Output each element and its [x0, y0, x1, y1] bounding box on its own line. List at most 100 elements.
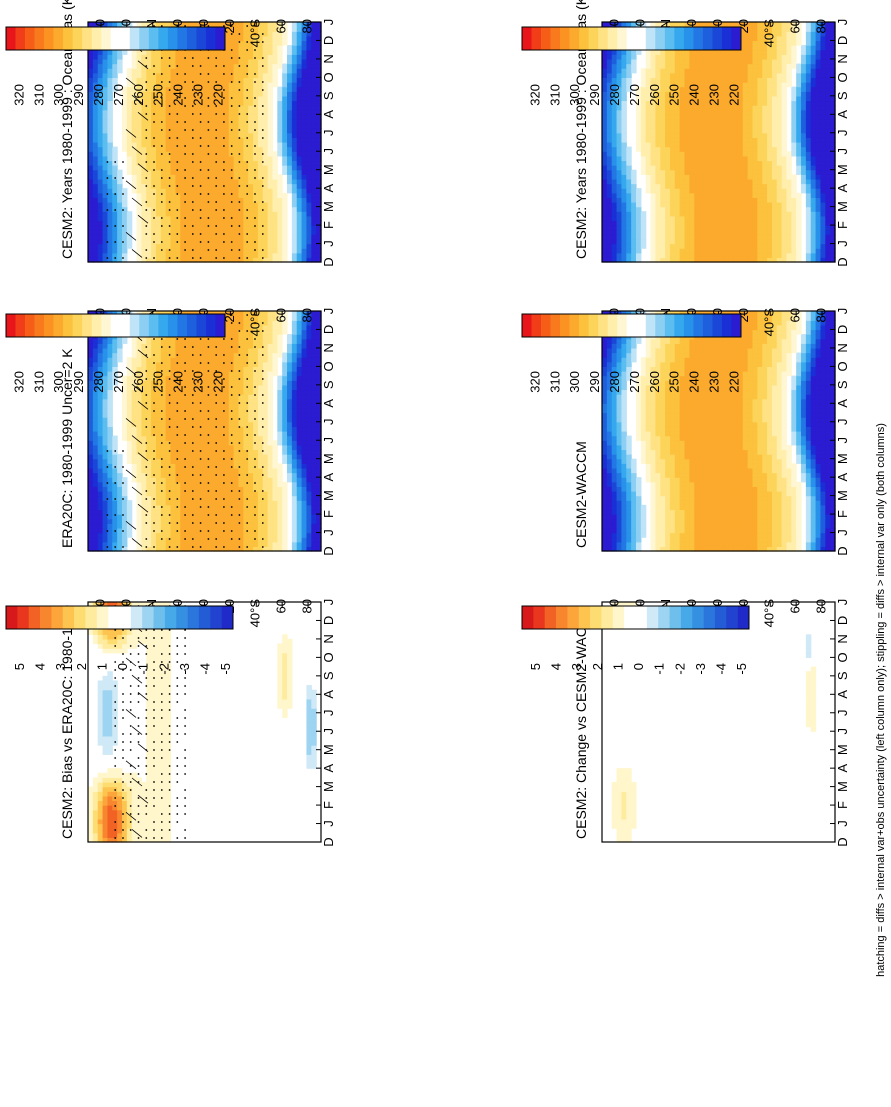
- heatmap-cell: [268, 114, 273, 119]
- heatmap-cell: [112, 244, 117, 249]
- heatmap-cell: [248, 211, 253, 216]
- stipple-dot: [239, 161, 241, 163]
- heatmap-cell: [306, 137, 311, 142]
- heatmap-cell: [694, 137, 699, 142]
- heatmap-cell: [602, 207, 607, 212]
- heatmap-cell: [816, 184, 821, 189]
- heatmap-cell: [151, 220, 156, 225]
- heatmap-cell: [772, 73, 777, 78]
- heatmap-cell: [806, 96, 811, 101]
- heatmap-cell: [767, 165, 772, 170]
- heatmap-cell: [680, 77, 685, 82]
- heatmap-cell: [689, 165, 694, 170]
- heatmap-cell: [132, 64, 137, 69]
- heatmap-cell: [772, 234, 777, 239]
- heatmap-cell: [302, 110, 307, 115]
- heatmap-cell: [93, 133, 98, 138]
- heatmap-cell: [161, 137, 166, 142]
- heatmap-cell: [195, 54, 200, 59]
- heatmap-cell: [98, 156, 103, 161]
- heatmap-cell: [277, 64, 282, 69]
- heatmap-cell: [243, 68, 248, 73]
- heatmap-cell: [127, 170, 132, 175]
- stipple-dot: [215, 225, 217, 227]
- heatmap-cell: [166, 174, 171, 179]
- heatmap-cell: [234, 170, 239, 175]
- heatmap-cell: [141, 211, 146, 216]
- stipple-dot: [239, 129, 241, 131]
- heatmap-cell: [738, 244, 743, 249]
- heatmap-cell: [612, 68, 617, 73]
- heatmap-cell: [103, 64, 108, 69]
- heatmap-cell: [714, 151, 719, 156]
- heatmap-cell: [723, 220, 728, 225]
- heatmap-cell: [709, 202, 714, 207]
- heatmap-cell: [200, 77, 205, 82]
- heatmap-cell: [607, 225, 612, 230]
- heatmap-cell: [297, 68, 302, 73]
- heatmap-cell: [277, 202, 282, 207]
- heatmap-cell: [132, 151, 137, 156]
- heatmap-cell: [98, 207, 103, 212]
- heatmap-cell: [743, 147, 748, 152]
- heatmap-cell: [180, 68, 185, 73]
- stipple-dot: [200, 209, 202, 211]
- heatmap-cell: [738, 165, 743, 170]
- heatmap-cell: [714, 124, 719, 129]
- heatmap-cell: [88, 124, 93, 129]
- heatmap-cell: [757, 170, 762, 175]
- heatmap-cell: [675, 202, 680, 207]
- colorbar-swatch: [16, 27, 26, 50]
- heatmap-cell: [107, 253, 112, 258]
- heatmap-cell: [621, 54, 626, 59]
- heatmap-cell: [263, 96, 268, 101]
- heatmap-cell: [621, 114, 626, 119]
- heatmap-cell: [728, 119, 733, 124]
- heatmap-cell: [704, 230, 709, 235]
- heatmap-cell: [306, 248, 311, 253]
- heatmap-cell: [272, 207, 277, 212]
- heatmap-cell: [748, 197, 753, 202]
- heatmap-cell: [602, 54, 607, 59]
- stipple-dot: [176, 137, 178, 139]
- heatmap-cell: [782, 87, 787, 92]
- heatmap-cell: [306, 73, 311, 78]
- heatmap-cell: [680, 244, 685, 249]
- heatmap-cell: [675, 147, 680, 152]
- heatmap-cell: [277, 100, 282, 105]
- heatmap-cell: [777, 82, 782, 87]
- heatmap-cell: [685, 137, 690, 142]
- stipple-dot: [200, 113, 202, 115]
- heatmap-cell: [651, 133, 656, 138]
- heatmap-cell: [728, 114, 733, 119]
- heatmap-cell: [132, 156, 137, 161]
- heatmap-cell: [156, 110, 161, 115]
- heatmap-cell: [801, 188, 806, 193]
- heatmap-cell: [263, 36, 268, 41]
- heatmap-cell: [689, 114, 694, 119]
- heatmap-cell: [782, 91, 787, 96]
- heatmap-cell: [107, 124, 112, 129]
- heatmap-cell: [777, 188, 782, 193]
- heatmap-cell: [185, 244, 190, 249]
- heatmap-cell: [733, 170, 738, 175]
- heatmap-cell: [268, 45, 273, 50]
- heatmap-cell: [253, 160, 258, 165]
- heatmap-cell: [107, 137, 112, 142]
- heatmap-cell: [786, 211, 791, 216]
- stipple-dot: [231, 153, 233, 155]
- heatmap-cell: [801, 114, 806, 119]
- heatmap-cell: [166, 202, 171, 207]
- heatmap-cell: [607, 248, 612, 253]
- heatmap-cell: [723, 128, 728, 133]
- heatmap-cell: [631, 239, 636, 244]
- heatmap-cell: [268, 225, 273, 230]
- colorbar-swatch: [35, 27, 45, 50]
- heatmap-cell: [127, 147, 132, 152]
- heatmap-cell: [253, 137, 258, 142]
- heatmap-cell: [689, 68, 694, 73]
- heatmap-cell: [733, 77, 738, 82]
- heatmap-cell: [689, 188, 694, 193]
- heatmap-cell: [195, 216, 200, 221]
- stipple-dot: [246, 65, 248, 67]
